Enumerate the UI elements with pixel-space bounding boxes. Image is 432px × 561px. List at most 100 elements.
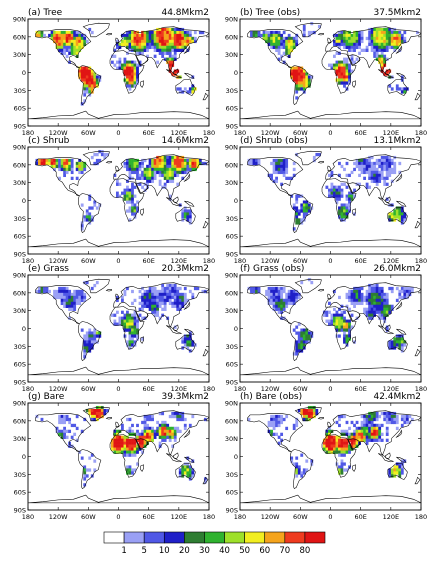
field-cell — [148, 432, 152, 436]
field-cell — [277, 45, 281, 50]
field-cell — [153, 435, 157, 439]
field-cell — [335, 60, 339, 64]
field-cell — [295, 218, 299, 222]
field-cell — [340, 188, 344, 192]
field-cell — [53, 292, 56, 297]
field-cell — [115, 447, 119, 451]
field-cell — [275, 292, 278, 297]
field-cell — [338, 197, 341, 201]
field-cell — [158, 432, 162, 436]
field-cell — [388, 75, 392, 79]
field-cell — [163, 158, 167, 163]
field-cell — [128, 197, 132, 201]
field-cell — [191, 164, 195, 169]
field-cell — [131, 429, 134, 434]
field-cell — [115, 194, 119, 198]
field-cell — [348, 48, 351, 52]
coastline-greenland — [294, 150, 322, 166]
field-cell — [126, 325, 129, 329]
colorbar-label: 60 — [259, 546, 270, 556]
field-cell — [156, 292, 160, 297]
field-cell — [166, 158, 170, 163]
field-cell — [403, 87, 407, 91]
field-cell — [388, 343, 392, 347]
field-cell — [395, 42, 399, 47]
field-cell — [146, 30, 149, 35]
field-cell — [176, 30, 180, 35]
field-cell — [327, 310, 331, 314]
field-cell — [136, 462, 139, 466]
field-cell — [358, 39, 361, 44]
field-cell — [360, 298, 364, 303]
field-cell — [60, 42, 64, 47]
field-cell — [285, 304, 289, 308]
field-cell — [85, 280, 89, 285]
field-cell — [115, 39, 119, 44]
field-cell — [300, 218, 304, 222]
field-cell — [275, 42, 278, 47]
field-cell — [355, 30, 359, 35]
field-cell — [171, 164, 175, 169]
lon-tick-label: 60W — [81, 385, 96, 393]
field-cell — [338, 81, 341, 85]
field-cell — [297, 340, 301, 344]
field-cell — [368, 420, 372, 425]
field-cell — [85, 349, 89, 353]
field-cell — [383, 60, 387, 64]
field-cell — [365, 441, 369, 445]
field-cell — [275, 170, 278, 175]
field-cell — [385, 411, 389, 416]
field-cell — [123, 328, 127, 332]
field-cell — [292, 423, 296, 428]
field-cell — [148, 30, 152, 35]
field-cell — [131, 337, 134, 341]
field-cell — [53, 161, 56, 166]
field-cell — [143, 298, 147, 303]
field-cell — [173, 173, 177, 178]
field-cell — [161, 426, 165, 431]
field-cell — [161, 295, 165, 300]
field-cell — [385, 414, 389, 419]
field-cell — [80, 36, 84, 41]
field-cell — [88, 84, 92, 88]
coastline-southAmerica — [290, 65, 314, 105]
field-cell — [151, 179, 154, 183]
field-cell — [395, 334, 399, 338]
field-cell — [322, 441, 326, 445]
field-cell — [280, 36, 284, 41]
field-cell — [365, 158, 369, 163]
field-cell — [148, 36, 152, 41]
field-cell — [73, 36, 77, 41]
field-cell — [90, 84, 94, 88]
field-cell — [385, 164, 389, 169]
field-cell — [141, 39, 144, 44]
field-cell — [390, 87, 394, 91]
field-cell — [295, 462, 299, 466]
field-cell — [161, 286, 165, 291]
field-cell — [183, 334, 187, 338]
field-cell — [270, 176, 273, 180]
field-cell — [143, 36, 147, 41]
field-cell — [85, 474, 89, 478]
field-cell — [168, 27, 172, 32]
field-cell — [93, 78, 97, 82]
field-cell — [136, 337, 139, 341]
field-cell — [373, 307, 377, 311]
field-cell — [285, 51, 289, 55]
field-cell — [390, 474, 394, 478]
field-cell — [345, 60, 349, 64]
field-cell — [138, 307, 142, 311]
field-cell — [148, 435, 152, 439]
field-cell — [115, 438, 119, 442]
field-cell — [83, 33, 87, 38]
field-cell — [390, 471, 394, 475]
field-cell — [83, 93, 87, 97]
field-cell — [103, 411, 107, 416]
field-cell — [295, 295, 299, 300]
field-cell — [186, 48, 190, 52]
lat-tick-label: 30N — [225, 179, 238, 187]
field-cell — [400, 39, 404, 44]
field-cell — [345, 81, 349, 85]
field-cell — [330, 66, 334, 70]
